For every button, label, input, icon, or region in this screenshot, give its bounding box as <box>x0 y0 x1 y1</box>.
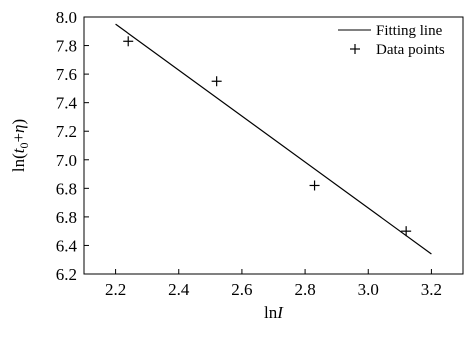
x-tick-label: 2.8 <box>294 280 315 299</box>
y-tick-label: 6.2 <box>56 265 77 284</box>
legend: Fitting line Data points <box>338 23 445 58</box>
x-tick-label: 3.0 <box>358 280 379 299</box>
y-axis-ticks: 6.2 6.4 6.8 6.8 7.0 7.2 7.4 7.6 7.8 8.0 <box>56 8 89 284</box>
x-tick-label: 2.6 <box>231 280 252 299</box>
x-axis-title: lnI <box>264 303 284 322</box>
plot-border <box>83 16 464 275</box>
plot-frame <box>83 16 464 275</box>
x-tick-label: 2.2 <box>105 280 126 299</box>
y-tick-label: 7.0 <box>56 151 77 170</box>
legend-label-fitting-line: Fitting line <box>376 23 443 39</box>
data-point <box>401 226 412 237</box>
y-tick-label: 7.2 <box>56 122 77 141</box>
x-tick-label: 3.2 <box>421 280 442 299</box>
y-tick-label: 6.8 <box>56 179 77 198</box>
data-point <box>309 180 320 191</box>
legend-plus-marker <box>350 44 360 54</box>
y-tick-label: 7.4 <box>56 94 78 113</box>
x-axis-ticks: 2.2 2.4 2.6 2.8 3.0 3.2 <box>105 269 442 299</box>
y-axis-title: ln(t0+η) <box>9 119 31 172</box>
x-tick-label: 2.4 <box>168 280 190 299</box>
y-tick-label: 7.8 <box>56 37 77 56</box>
fitting-line <box>115 23 432 255</box>
y-tick-label: 6.4 <box>56 236 78 255</box>
series-layer <box>115 23 432 255</box>
y-tick-label: 8.0 <box>56 8 77 27</box>
legend-label-data-points: Data points <box>376 42 445 58</box>
y-tick-label: 7.6 <box>56 65 77 84</box>
data-point <box>211 76 222 87</box>
legend-marker-sample <box>350 44 360 54</box>
data-point <box>123 36 134 47</box>
y-tick-label: 6.8 <box>56 208 77 227</box>
